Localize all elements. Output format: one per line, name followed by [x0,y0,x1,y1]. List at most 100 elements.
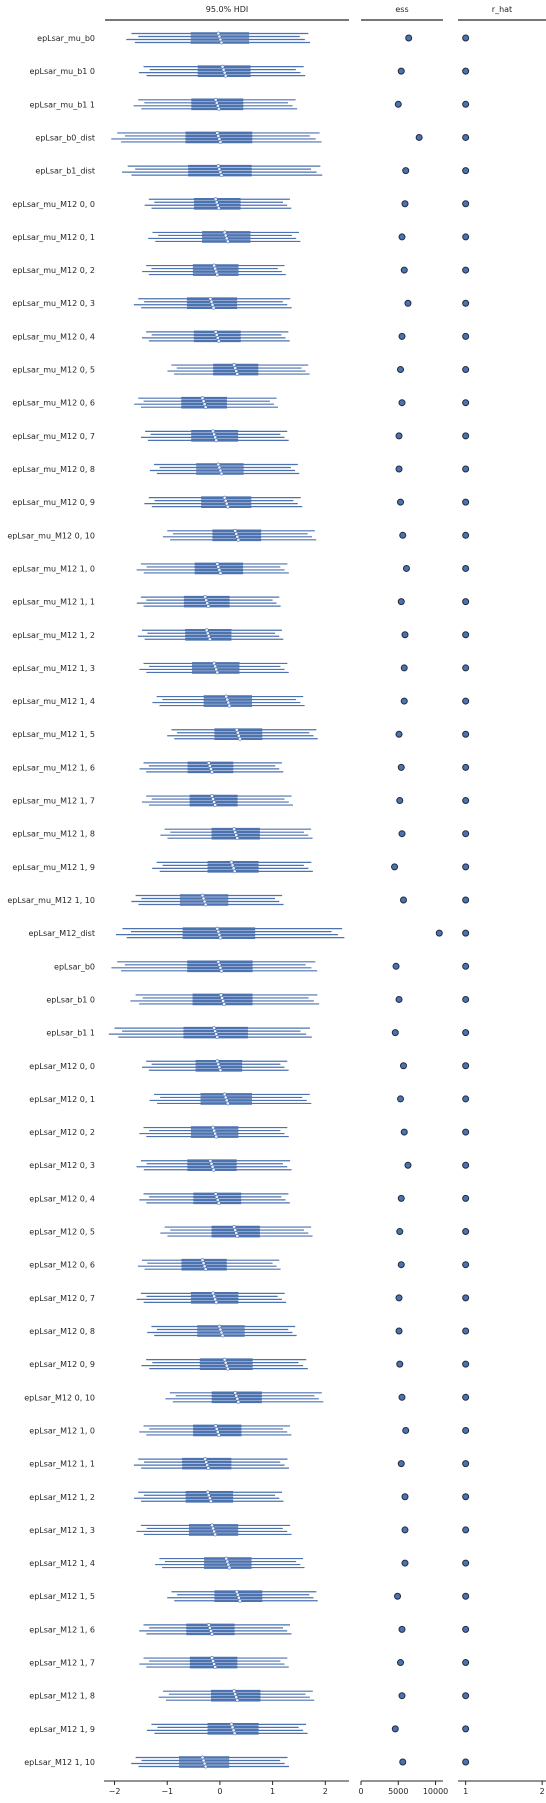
ess-point [401,1559,409,1567]
ess-point [395,1294,403,1302]
hdi-median-point [225,1101,230,1106]
row-label: epLsar_M12 1, 5 [29,1592,95,1601]
ess-point [404,1161,412,1169]
hdi-median-point [211,1167,216,1172]
ess-point [398,332,406,340]
ess-panel [391,34,443,1766]
panel-title-hdi: 95.0% HDI [206,5,249,14]
ess-point [398,399,406,407]
x-axes: −2 −1 0 1 2 0 5000 10000 1 2 [104,1780,546,1796]
r-hat-point [462,1360,470,1368]
r-hat-point [462,1029,470,1037]
row-label: epLsar_mu_M12 1, 6 [12,763,95,772]
r-hat-point [462,664,470,672]
row-label: epLsar_mu_M12 0, 1 [12,233,95,242]
hdi-median-point [215,272,220,277]
ess-point [397,1095,405,1103]
row-label: epLsar_M12 0, 3 [29,1161,95,1170]
row-label: epLsar_b1 0 [46,995,95,1004]
hdi-median-point [216,106,221,111]
panel-titles: 95.0% HDI ess r_hat [105,5,546,21]
row-label: epLsar_M12 1, 2 [29,1493,95,1502]
hdi-median-point [213,1532,218,1537]
ess-point [394,100,402,108]
row-label: epLsar_b0_dist [35,133,95,142]
ess-point [391,1725,399,1733]
ess-point [398,233,406,241]
r-hat-point [462,962,470,970]
row-label: epLsar_M12 1, 10 [24,1758,95,1767]
ess-point [401,631,409,639]
x-tick-label: −2 [109,1787,121,1796]
row-label: epLsar_M12 1, 4 [29,1559,95,1568]
ess-point [400,664,408,672]
ess-point [397,67,405,75]
hdi-median-point [219,968,224,973]
hdi-median-point [218,1068,223,1073]
row-label: epLsar_M12 0, 2 [29,1128,95,1137]
hdi-median-point [218,571,223,575]
hdi-median-point [206,1466,211,1471]
row-label: epLsar_mu_M12 1, 0 [12,564,95,573]
ess-point [394,1592,402,1600]
row-label: epLsar_mu_M12 1, 7 [12,797,95,806]
row-label: epLsar_mu_M12 0, 7 [12,432,95,441]
row-label: epLsar_M12 0, 7 [29,1294,95,1303]
r-hat-point [462,929,470,937]
hdi-median-point [238,1598,242,1603]
r-hat-point [462,1526,470,1534]
ess-point [402,564,410,572]
ess-point [399,1062,407,1070]
row-label: epLsar_M12 0, 9 [29,1360,95,1369]
row-label: epLsar_b0 [54,962,95,971]
r-hat-point [462,896,470,904]
r-hat-point [462,299,470,307]
r-hat-point [462,1327,470,1335]
ess-point [405,34,413,42]
hdi-median-point [235,836,240,841]
row-label: epLsar_M12 1, 7 [29,1659,95,1668]
r-hat-point [462,1095,470,1103]
row-label: epLsar_mu_M12 0, 5 [12,366,95,375]
x-tick-label: 1 [463,1787,468,1796]
row-label: epLsar_mu_M12 1, 8 [12,830,95,839]
r-hat-point [462,1559,470,1567]
ess-point [398,1692,406,1700]
hdi-median-point [216,206,221,211]
row-label: epLsar_mu_M12 1, 10 [7,896,95,905]
row-label: epLsar_mu_M12 0, 10 [7,531,95,540]
ess-point [415,133,423,141]
row-label: epLsar_M12 1, 9 [29,1725,95,1734]
hdi-median-point [236,537,241,542]
ess-point [397,1659,405,1667]
r-hat-point [462,1426,470,1434]
ess-point [395,730,403,738]
r-hat-point [462,1493,470,1501]
x-tick-label: 1 [270,1787,275,1796]
row-label: epLsar_mu_M12 0, 9 [12,498,95,507]
hdi-median-point [225,1366,230,1371]
ess-point [397,498,405,506]
row-label: epLsar_mu_M12 1, 3 [12,664,95,673]
row-label: epLsar_mu_b0 [37,34,95,43]
row-label: epLsar_mu_M12 0, 6 [12,399,95,408]
ess-point [402,1426,410,1434]
r-hat-point [462,1659,470,1667]
row-labels: epLsar_mu_b0 epLsar_mu_b1 0 epLsar_mu_b1 1… [7,34,95,1767]
hdi-median-point [219,471,224,476]
ess-point [395,432,403,440]
hdi-median-point [215,670,220,675]
row-label: epLsar_M12 1, 6 [29,1625,95,1634]
row-label: epLsar_M12 0, 10 [24,1393,95,1402]
ess-point [398,830,406,838]
row-label: epLsar_M12 1, 1 [29,1460,95,1469]
r-hat-point [462,995,470,1003]
ess-point [395,995,403,1003]
ess-point [396,1360,404,1368]
r-hat-point [462,1261,470,1269]
ess-point [396,1228,404,1236]
hdi-median-point [210,1631,214,1636]
r-hat-point [462,763,470,771]
row-label: epLsar_mu_M12 1, 5 [12,730,95,739]
